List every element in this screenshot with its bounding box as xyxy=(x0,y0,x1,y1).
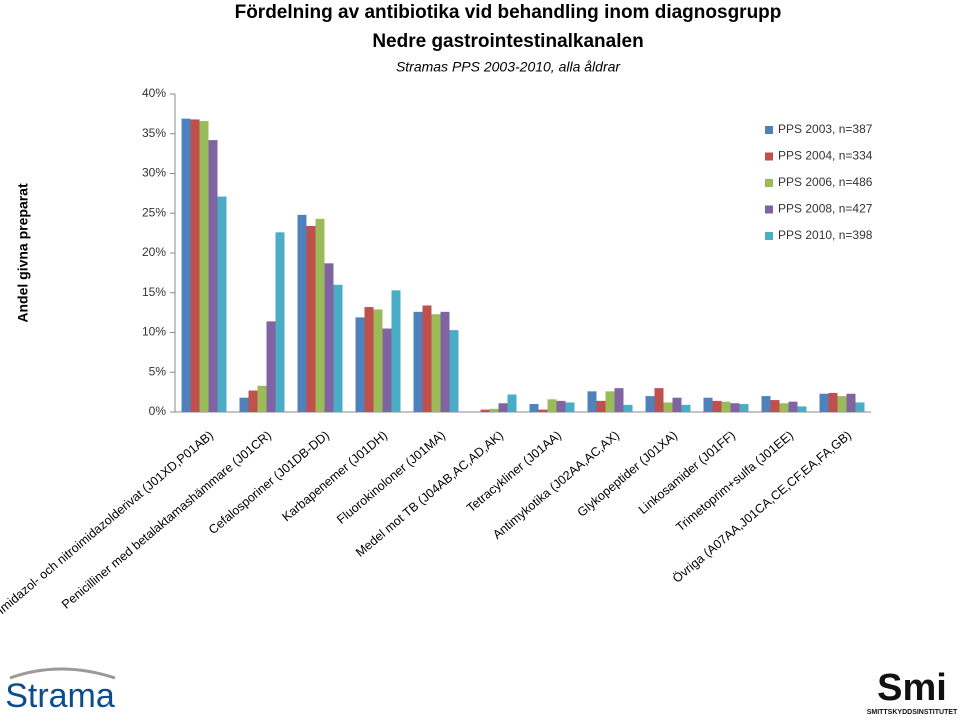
bar xyxy=(681,404,691,412)
bar xyxy=(208,140,218,413)
bar xyxy=(547,399,557,412)
x-tick-label: Penicilliner med betalaktamashämmare (J0… xyxy=(59,428,274,612)
legend-label: PPS 2004, n=334 xyxy=(778,149,873,163)
legend-swatch xyxy=(765,232,773,240)
bar xyxy=(391,290,401,412)
x-tick-label: Cefalosporiner (J01DB-DD) xyxy=(206,428,332,537)
y-tick-label: 25% xyxy=(142,205,166,219)
bar xyxy=(364,307,374,412)
bar xyxy=(449,330,459,412)
y-tick-label: 40% xyxy=(142,86,166,100)
strama-logo: Strama xyxy=(5,677,115,715)
bar xyxy=(529,404,539,412)
bar xyxy=(654,388,664,412)
bar xyxy=(413,311,423,412)
bar xyxy=(181,118,191,413)
bar xyxy=(248,390,258,412)
x-tick-label: Imidazol- och nitroimidazolderivat (J01X… xyxy=(0,428,216,617)
bar xyxy=(596,400,606,412)
bar xyxy=(538,409,548,412)
legend-swatch xyxy=(765,126,773,134)
legend-label: PPS 2010, n=398 xyxy=(778,228,873,242)
bar xyxy=(422,305,432,412)
y-tick-label: 30% xyxy=(142,166,166,180)
bar xyxy=(788,401,798,412)
y-tick-label: 5% xyxy=(149,364,167,378)
chart-subtitle2: Stramas PPS 2003-2010, alla åldrar xyxy=(396,59,621,75)
bar xyxy=(373,309,383,412)
bar xyxy=(779,403,789,412)
x-tick-label: Linkosamider (J01FF) xyxy=(636,428,738,517)
bar xyxy=(297,214,307,412)
bar xyxy=(623,404,633,412)
bar xyxy=(275,232,285,412)
bar xyxy=(605,391,615,412)
chart-title: Fördelning av antibiotika vid behandling… xyxy=(235,2,782,23)
bar xyxy=(333,284,343,412)
bar xyxy=(712,400,722,412)
bar xyxy=(498,403,508,412)
bar xyxy=(837,396,847,412)
x-tick-label: Karbapenemer (J01DH) xyxy=(279,428,390,524)
bar xyxy=(257,385,267,412)
bar xyxy=(382,328,392,412)
bar xyxy=(440,311,450,412)
bar xyxy=(797,406,807,412)
bar xyxy=(587,391,597,412)
legend-swatch xyxy=(765,179,773,187)
bar xyxy=(663,402,673,412)
bar xyxy=(614,388,624,412)
bar xyxy=(672,397,682,412)
bar xyxy=(489,408,499,412)
bar xyxy=(480,409,490,412)
bar xyxy=(770,400,780,412)
bar xyxy=(730,403,740,412)
bar xyxy=(190,119,200,412)
bar xyxy=(721,401,731,412)
legend-swatch xyxy=(765,152,773,161)
bar xyxy=(315,218,325,412)
bar xyxy=(703,397,713,412)
bar xyxy=(217,196,227,412)
legend-label: PPS 2006, n=486 xyxy=(778,175,873,189)
chart-subtitle: Nedre gastrointestinalkanalen xyxy=(372,31,643,52)
bar xyxy=(507,394,517,412)
bar xyxy=(565,402,575,412)
y-axis-label: Andel givna preparat xyxy=(15,183,31,323)
x-tick-label: Tetracykliner (J01AA) xyxy=(464,428,564,515)
x-tick-label: Glykopeptider (J01XA) xyxy=(575,428,680,520)
bar xyxy=(556,400,566,412)
bar xyxy=(828,392,838,412)
y-tick-label: 15% xyxy=(142,285,166,299)
bar xyxy=(846,393,856,412)
y-tick-label: 10% xyxy=(142,325,166,339)
bar xyxy=(645,396,655,412)
bar xyxy=(266,321,276,412)
bar xyxy=(324,263,334,412)
legend-swatch xyxy=(765,205,773,214)
bar xyxy=(431,314,441,412)
bar xyxy=(739,404,749,412)
bar xyxy=(199,121,209,412)
logo-swoosh xyxy=(9,667,116,680)
bar xyxy=(239,397,249,412)
y-tick-label: 20% xyxy=(142,245,166,259)
x-tick-label: Fluorokinoloner (J01MA) xyxy=(334,428,448,527)
smi-logo-subtitle: SMITTSKYDDSINSTITUTET xyxy=(867,709,958,716)
smi-logo: Smi xyxy=(877,667,947,709)
bar xyxy=(819,393,829,412)
y-tick-label: 0% xyxy=(149,404,167,418)
bar xyxy=(855,402,865,412)
bar xyxy=(761,396,771,412)
bar xyxy=(306,225,316,412)
y-tick-label: 35% xyxy=(142,126,166,140)
legend-label: PPS 2003, n=387 xyxy=(778,122,873,136)
bar xyxy=(355,317,365,412)
legend-label: PPS 2008, n=427 xyxy=(778,202,873,216)
x-tick-label: Trimetoprim+sulfa (J01EE) xyxy=(673,428,796,534)
